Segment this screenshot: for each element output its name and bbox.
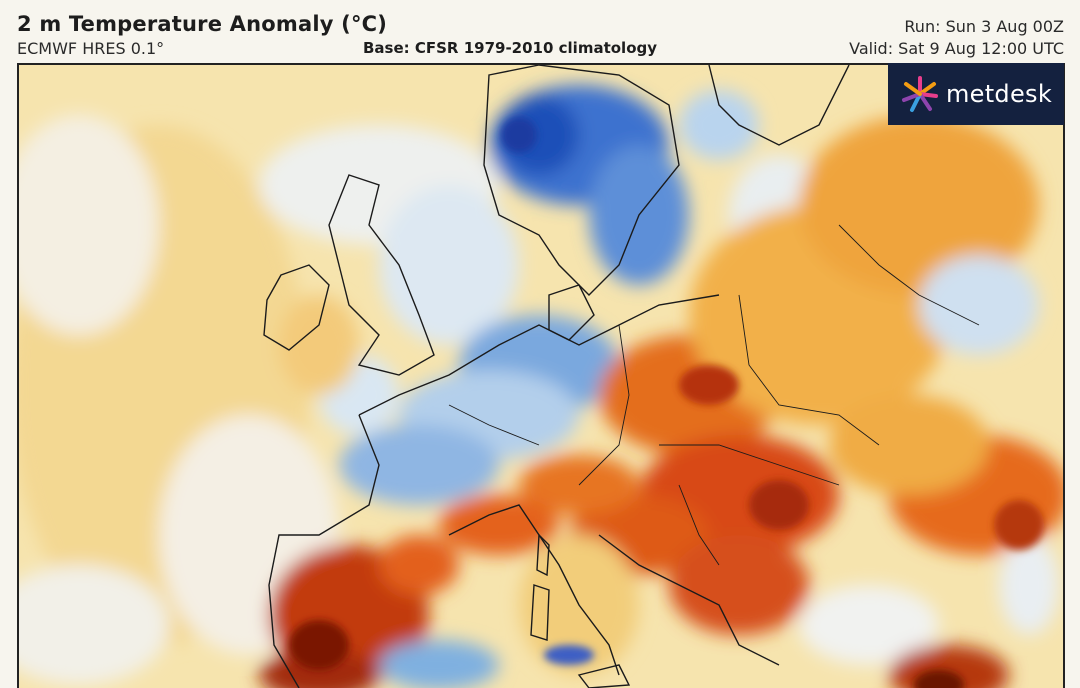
logo-text: metdesk: [945, 80, 1053, 108]
metdesk-starburst-icon: [901, 76, 938, 112]
map-canvas: [19, 65, 1063, 688]
coastlines: [263, 65, 980, 688]
map-header: 2 m Temperature Anomaly (°C) ECMWF HRES …: [0, 0, 1080, 62]
metdesk-logo: metdesk: [888, 63, 1064, 125]
anomaly-field: [19, 85, 1063, 688]
chart-title: 2 m Temperature Anomaly (°C): [17, 12, 388, 36]
temperature-anomaly-map: [17, 63, 1065, 688]
anomaly-cores: [289, 117, 1044, 688]
valid-time-label: Valid: Sat 9 Aug 12:00 UTC: [849, 39, 1064, 58]
baseline-label: Base: CFSR 1979-2010 climatology: [363, 39, 658, 57]
run-time-label: Run: Sun 3 Aug 00Z: [904, 17, 1064, 36]
model-label: ECMWF HRES 0.1°: [17, 39, 165, 58]
